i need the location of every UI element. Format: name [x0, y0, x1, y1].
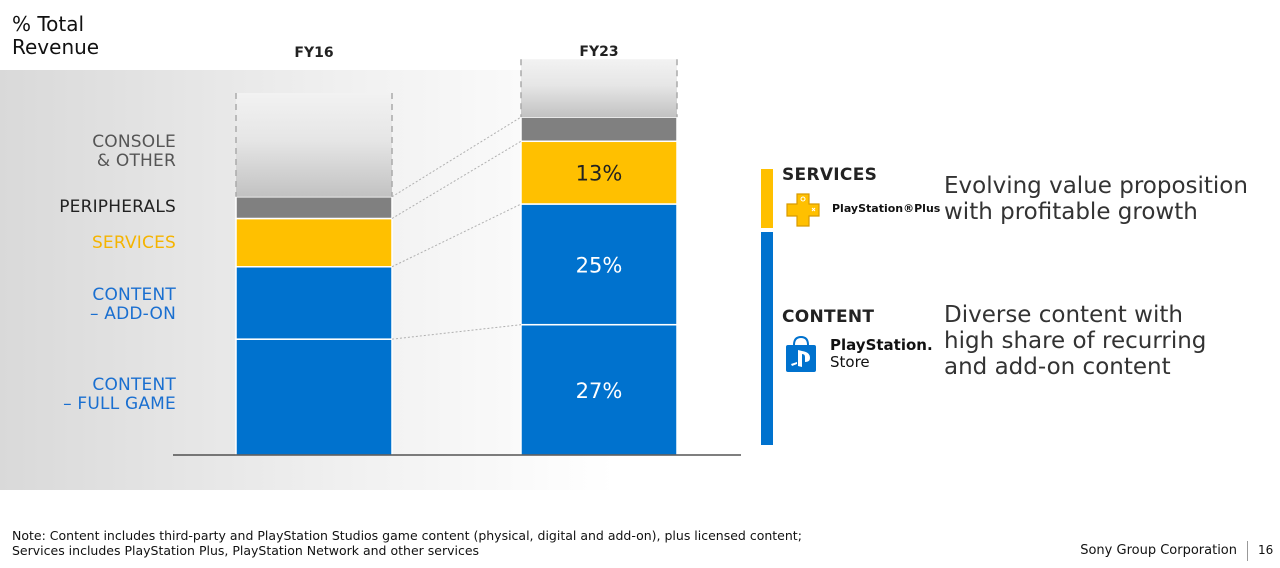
footnote: Note: Content includes third-party and P…: [12, 528, 802, 558]
value-label-fy23-services: 13%: [576, 162, 623, 186]
category-label-fy16: FY16: [294, 45, 334, 61]
content-title: CONTENT: [782, 307, 875, 327]
legend-content-add-on: CONTENT – ADD-ON: [90, 286, 176, 324]
bar-fy23-services: [520, 140, 678, 205]
legend-services: SERVICES: [92, 234, 176, 253]
store-text-line2: Store: [830, 353, 870, 371]
legend-full-game-line1: CONTENT: [92, 375, 176, 395]
legend-console-other: CONSOLE & OTHER: [92, 133, 176, 171]
value-label-fy23-add_on: 25%: [576, 253, 623, 277]
bar-fy16-services: [235, 217, 393, 268]
services-bracket: [761, 169, 773, 228]
connector-services: [391, 140, 522, 219]
stacked-bar-chart: 27% 25% 13%: [173, 59, 741, 456]
page-number: 16: [1258, 543, 1274, 557]
footer-separator: [1247, 541, 1248, 561]
services-desc-line2: with profitable growth: [944, 199, 1198, 225]
footnote-line1: Note: Content includes third-party and P…: [12, 528, 802, 543]
legend-services-line1: SERVICES: [91, 233, 176, 253]
y-axis-title-line2: Revenue: [12, 35, 100, 59]
content-desc-line1: Diverse content with: [944, 302, 1183, 328]
company-name: Sony Group Corporation: [1080, 543, 1237, 558]
footnote-line2: Services includes PlayStation Plus, Play…: [12, 543, 480, 558]
category-label-fy23: FY23: [579, 44, 619, 60]
content-description: Diverse content with high share of recur…: [944, 302, 1206, 380]
services-description: Evolving value proposition with profitab…: [944, 173, 1248, 225]
playstation-plus-text: PlayStation®Plus: [832, 202, 941, 215]
legend-add-on-line2: – ADD-ON: [89, 304, 176, 324]
connector-peripherals: [391, 116, 522, 198]
bar-fy23-peripherals: [520, 116, 678, 143]
bar-fy16-console: [236, 93, 392, 197]
bar-fy16-peripherals: [235, 196, 393, 220]
playstation-store-logo: PlayStation. Store: [782, 334, 933, 376]
connector-add_on: [391, 203, 522, 268]
legend-add-on-line1: CONTENT: [92, 285, 176, 305]
bar-fy23-full_game: [520, 323, 678, 456]
legend-console-line2: & OTHER: [96, 151, 176, 171]
store-text-line1: PlayStation.: [830, 336, 933, 354]
legend-peripherals-line1: PERIPHERALS: [59, 197, 176, 217]
legend-console-line1: CONSOLE: [92, 132, 176, 152]
legend-content-full-game: CONTENT – FULL GAME: [63, 376, 176, 414]
playstation-store-text: PlayStation. Store: [830, 337, 933, 371]
legend-full-game-line2: – FULL GAME: [63, 394, 176, 414]
services-title: SERVICES: [782, 165, 878, 185]
y-axis-title: % Total Revenue: [12, 13, 99, 59]
legend-peripherals: PERIPHERALS: [59, 198, 176, 217]
playstation-plus-logo: PlayStation®Plus: [782, 190, 940, 230]
bar-fy23-add_on: [520, 203, 678, 326]
bar-fy16-full_game: [235, 338, 393, 456]
value-label-fy23-full_game: 27%: [576, 379, 623, 403]
content-desc-line3: and add-on content: [944, 354, 1171, 380]
connector-full_game: [391, 324, 522, 340]
playstation-plus-icon: [786, 193, 820, 227]
content-bracket: [761, 232, 773, 445]
y-axis-title-line1: % Total: [12, 12, 85, 36]
bar-fy16-add_on: [235, 266, 393, 340]
shopping-bag-icon: [786, 335, 816, 372]
bar-fy23-console: [521, 59, 677, 118]
services-desc-line1: Evolving value proposition: [944, 173, 1248, 199]
content-desc-line2: high share of recurring: [944, 328, 1207, 354]
